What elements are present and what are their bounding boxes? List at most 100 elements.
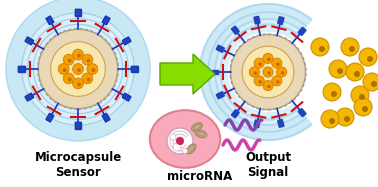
Circle shape [359,94,365,100]
Circle shape [363,73,378,91]
Circle shape [272,76,282,86]
Circle shape [337,68,343,74]
Polygon shape [18,67,25,71]
Polygon shape [216,92,225,99]
Circle shape [259,62,262,66]
Circle shape [254,58,264,68]
Circle shape [63,54,74,65]
Circle shape [87,59,90,63]
Circle shape [276,80,280,84]
Circle shape [349,46,355,52]
Ellipse shape [186,144,196,154]
Polygon shape [278,17,284,24]
Circle shape [231,35,305,109]
Circle shape [346,63,364,81]
Circle shape [87,78,90,81]
Circle shape [359,48,377,66]
Circle shape [33,24,122,114]
Circle shape [341,38,359,56]
Circle shape [22,13,134,125]
Circle shape [272,58,282,68]
Circle shape [371,81,377,87]
Circle shape [367,56,373,62]
Circle shape [183,148,187,154]
Circle shape [281,71,284,75]
Polygon shape [200,4,312,140]
Polygon shape [130,67,138,71]
Circle shape [82,73,93,84]
Polygon shape [215,19,302,125]
Polygon shape [231,110,239,118]
Circle shape [354,71,360,77]
Circle shape [267,58,271,61]
Polygon shape [298,27,306,36]
Circle shape [311,38,329,56]
Circle shape [63,73,74,84]
Circle shape [173,143,181,151]
Polygon shape [216,45,225,52]
Circle shape [63,68,67,72]
Polygon shape [25,37,34,45]
Polygon shape [46,113,54,122]
Circle shape [77,54,81,58]
Circle shape [351,86,369,104]
Circle shape [73,64,84,74]
Circle shape [263,53,273,64]
Circle shape [319,46,325,52]
Polygon shape [298,108,306,117]
Circle shape [323,83,341,101]
Circle shape [73,78,84,89]
Polygon shape [76,9,81,16]
Polygon shape [102,16,110,25]
Text: microRNA: microRNA [167,170,232,183]
Circle shape [329,118,335,124]
Circle shape [87,64,98,74]
Polygon shape [122,37,131,45]
Circle shape [267,85,271,88]
Circle shape [68,59,71,63]
Polygon shape [46,16,54,25]
Circle shape [354,98,372,116]
Circle shape [267,71,271,75]
Circle shape [82,54,93,65]
Circle shape [68,78,71,81]
Circle shape [263,67,273,77]
Circle shape [39,29,118,109]
Circle shape [91,68,95,72]
Circle shape [249,67,260,77]
Circle shape [77,83,81,86]
Circle shape [73,49,84,60]
Text: Microcapsule
Sensor: Microcapsule Sensor [34,151,122,179]
Circle shape [336,108,354,126]
Circle shape [6,0,150,141]
Polygon shape [212,70,218,74]
Circle shape [176,137,184,145]
Ellipse shape [192,123,203,131]
Polygon shape [122,93,131,101]
Circle shape [321,110,339,128]
Circle shape [331,91,337,97]
Polygon shape [76,122,81,129]
Circle shape [58,64,69,74]
Circle shape [167,128,193,154]
Polygon shape [25,93,34,101]
Circle shape [276,62,280,66]
Circle shape [263,80,273,91]
Circle shape [242,46,294,98]
Polygon shape [278,120,284,127]
Circle shape [362,106,368,112]
FancyArrow shape [160,54,215,94]
Circle shape [259,80,262,84]
Polygon shape [254,120,260,128]
Circle shape [254,71,257,75]
Text: Output
Signal: Output Signal [245,151,291,179]
Ellipse shape [195,130,207,138]
Circle shape [344,116,350,122]
Ellipse shape [150,110,220,168]
Circle shape [51,42,105,96]
Polygon shape [102,113,110,122]
Circle shape [329,60,347,78]
Circle shape [77,68,81,72]
Polygon shape [254,16,260,24]
Circle shape [254,76,264,86]
